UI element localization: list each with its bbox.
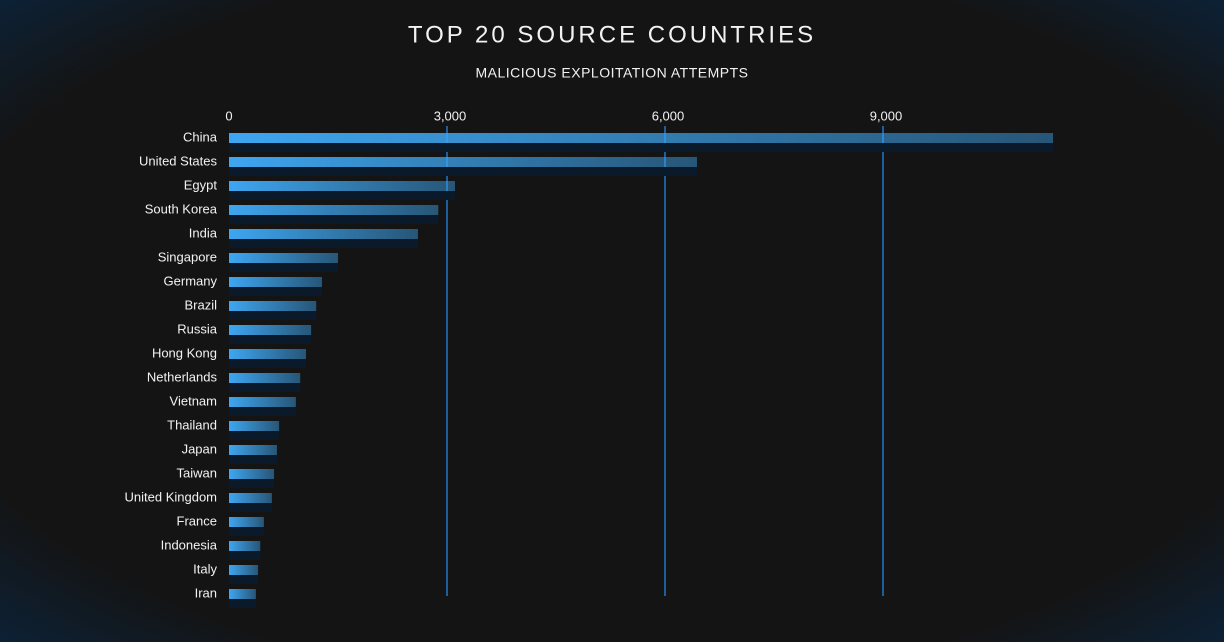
bar-shadow (229, 263, 338, 272)
chart-title: TOP 20 SOURCE COUNTRIES (408, 21, 816, 48)
y-tick-label: Egypt (184, 177, 218, 192)
bar (229, 493, 272, 503)
bar (229, 421, 280, 431)
bar (229, 229, 418, 239)
y-tick-label: Iran (195, 585, 217, 600)
bar-shadow (229, 551, 261, 560)
x-tick-label: 9,000 (870, 108, 903, 123)
bar (229, 253, 338, 263)
y-tick-label: Russia (177, 321, 218, 336)
y-tick-label: Taiwan (177, 465, 217, 480)
bar (229, 589, 256, 599)
bar-shadow (229, 359, 307, 368)
bar (229, 349, 307, 359)
y-tick-label: Indonesia (161, 537, 218, 552)
bar (229, 445, 277, 455)
x-tick-label: 3,000 (434, 108, 467, 123)
bar-shadow (229, 599, 256, 608)
bar (229, 133, 1054, 143)
bar-shadow (229, 431, 280, 440)
bar (229, 469, 275, 479)
y-tick-label: Netherlands (147, 369, 218, 384)
bar (229, 517, 264, 527)
bar-shadow (229, 527, 264, 536)
bar-shadow (229, 191, 455, 200)
y-tick-label: United Kingdom (125, 489, 218, 504)
bar (229, 301, 317, 311)
bar-shadow (229, 407, 296, 416)
bar (229, 541, 261, 551)
y-tick-label: Hong Kong (152, 345, 217, 360)
x-tick-label: 0 (225, 108, 232, 123)
bar-shadow (229, 287, 323, 296)
bar (229, 277, 323, 287)
y-tick-label: Japan (182, 441, 217, 456)
y-tick-label: India (189, 225, 218, 240)
chart-subtitle: MALICIOUS EXPLOITATION ATTEMPTS (476, 65, 749, 81)
bar-shadow (229, 167, 697, 176)
bar-shadow (229, 215, 439, 224)
bar-shadow (229, 575, 259, 584)
bar (229, 565, 259, 575)
bar (229, 373, 301, 383)
y-tick-label: Germany (164, 273, 218, 288)
y-tick-label: South Korea (145, 201, 218, 216)
bar-shadow (229, 479, 275, 488)
bar-shadow (229, 335, 312, 344)
y-tick-label: Singapore (158, 249, 217, 264)
bar (229, 157, 697, 167)
y-tick-label: Thailand (167, 417, 217, 432)
bar (229, 205, 439, 215)
bar-shadow (229, 503, 272, 512)
y-tick-label: Italy (193, 561, 217, 576)
bar-shadow (229, 311, 317, 320)
y-tick-label: Vietnam (170, 393, 217, 408)
x-tick-label: 6,000 (652, 108, 685, 123)
bar-shadow (229, 143, 1054, 152)
bar (229, 325, 312, 335)
y-tick-label: France (177, 513, 217, 528)
bar (229, 397, 296, 407)
y-tick-label: China (183, 129, 218, 144)
y-tick-label: Brazil (184, 297, 217, 312)
bar-shadow (229, 455, 277, 464)
bar-shadow (229, 383, 301, 392)
bar (229, 181, 455, 191)
y-tick-label: United States (139, 153, 218, 168)
bar-shadow (229, 239, 418, 248)
